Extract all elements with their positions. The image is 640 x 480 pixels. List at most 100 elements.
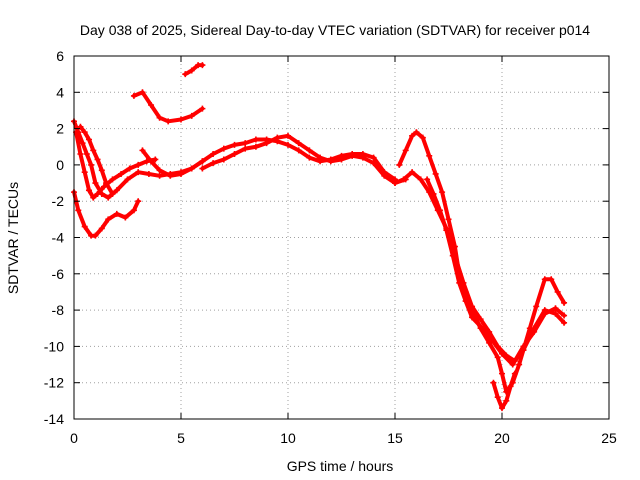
data-point xyxy=(118,170,125,177)
data-point xyxy=(113,187,120,194)
data-point xyxy=(178,170,184,177)
data-point xyxy=(285,141,291,148)
data-point xyxy=(439,189,446,196)
plot-frame xyxy=(73,55,610,420)
data-point xyxy=(165,118,172,125)
data-point xyxy=(94,190,101,197)
data-point xyxy=(148,158,155,165)
y-tick-label: -2 xyxy=(52,193,65,209)
data-point xyxy=(552,310,559,317)
data-point xyxy=(381,172,388,179)
data-point xyxy=(124,176,131,183)
data-point xyxy=(145,170,152,177)
data-point xyxy=(554,288,561,295)
data-point xyxy=(199,105,206,112)
data-point xyxy=(490,379,497,386)
data-point xyxy=(156,172,163,179)
data-point xyxy=(242,145,249,152)
data-point xyxy=(188,67,195,74)
data-point xyxy=(469,314,476,321)
data-point xyxy=(85,187,92,194)
data-point xyxy=(541,276,548,283)
data-point xyxy=(92,232,99,239)
data-point xyxy=(135,198,142,205)
data-point xyxy=(199,165,206,172)
data-point xyxy=(98,225,105,232)
data-point xyxy=(456,279,463,286)
data-point xyxy=(417,176,424,183)
data-point xyxy=(449,252,456,259)
y-tick-label: 0 xyxy=(56,157,64,173)
data-point xyxy=(199,62,206,69)
data-point xyxy=(126,165,133,172)
x-tick-label: 0 xyxy=(70,430,78,446)
data-point xyxy=(130,92,137,99)
data-point xyxy=(79,140,86,147)
data-point xyxy=(424,176,431,183)
data-point xyxy=(327,158,334,165)
chart-title: Day 038 of 2025, Sidereal Day-to-day VTE… xyxy=(80,22,590,38)
data-point xyxy=(477,316,484,323)
data-point xyxy=(98,167,105,174)
data-point xyxy=(90,194,97,201)
data-point xyxy=(499,370,505,377)
data-point xyxy=(295,140,302,147)
y-tick-label: -14 xyxy=(44,411,64,427)
data-point xyxy=(531,328,538,335)
data-point xyxy=(499,350,505,357)
data-point xyxy=(445,216,452,223)
data-point xyxy=(486,339,493,346)
data-point xyxy=(392,180,398,187)
data-point xyxy=(370,160,377,167)
data-point xyxy=(75,207,82,214)
data-point xyxy=(274,134,281,141)
data-point xyxy=(156,167,163,174)
data-point xyxy=(130,207,137,214)
data-point xyxy=(400,176,407,183)
data-point xyxy=(263,140,270,147)
data-point xyxy=(436,207,443,214)
data-point xyxy=(81,169,88,176)
data-point xyxy=(541,310,548,317)
data-point xyxy=(533,303,540,310)
data-point xyxy=(477,323,484,330)
data-point xyxy=(103,180,110,187)
data-point xyxy=(359,154,366,161)
y-tick-label: -6 xyxy=(52,266,65,282)
x-tick-label: 10 xyxy=(280,430,296,446)
data-point xyxy=(561,299,568,306)
plot-layer xyxy=(71,62,568,412)
data-point xyxy=(409,169,416,176)
data-point xyxy=(77,151,84,158)
data-point xyxy=(122,214,129,221)
data-point xyxy=(561,319,568,326)
data-point xyxy=(77,123,84,130)
data-point xyxy=(430,190,437,197)
data-point xyxy=(220,156,227,163)
y-tick-label: 4 xyxy=(56,84,64,100)
data-point xyxy=(83,151,90,158)
x-tick-label: 15 xyxy=(387,430,403,446)
y-tick-label: -12 xyxy=(44,375,64,391)
data-point xyxy=(90,147,97,154)
data-point xyxy=(252,143,259,150)
x-axis-label: GPS time / hours xyxy=(287,458,394,474)
data-point xyxy=(507,383,514,390)
data-point xyxy=(139,89,146,96)
y-tick-label: 6 xyxy=(56,48,64,64)
data-point xyxy=(413,129,420,136)
data-point xyxy=(156,114,163,121)
data-point xyxy=(94,156,101,163)
x-tick-label: 25 xyxy=(601,430,617,446)
data-point xyxy=(167,172,174,179)
data-point xyxy=(199,158,206,165)
data-point xyxy=(113,210,120,217)
data-point xyxy=(511,370,518,377)
series-arc-h xyxy=(200,133,408,185)
data-point xyxy=(443,227,450,234)
x-tick-label: 5 xyxy=(177,430,185,446)
y-tick-label: -4 xyxy=(52,230,65,246)
data-point xyxy=(81,129,88,136)
data-point xyxy=(426,152,433,159)
data-point xyxy=(295,147,302,154)
